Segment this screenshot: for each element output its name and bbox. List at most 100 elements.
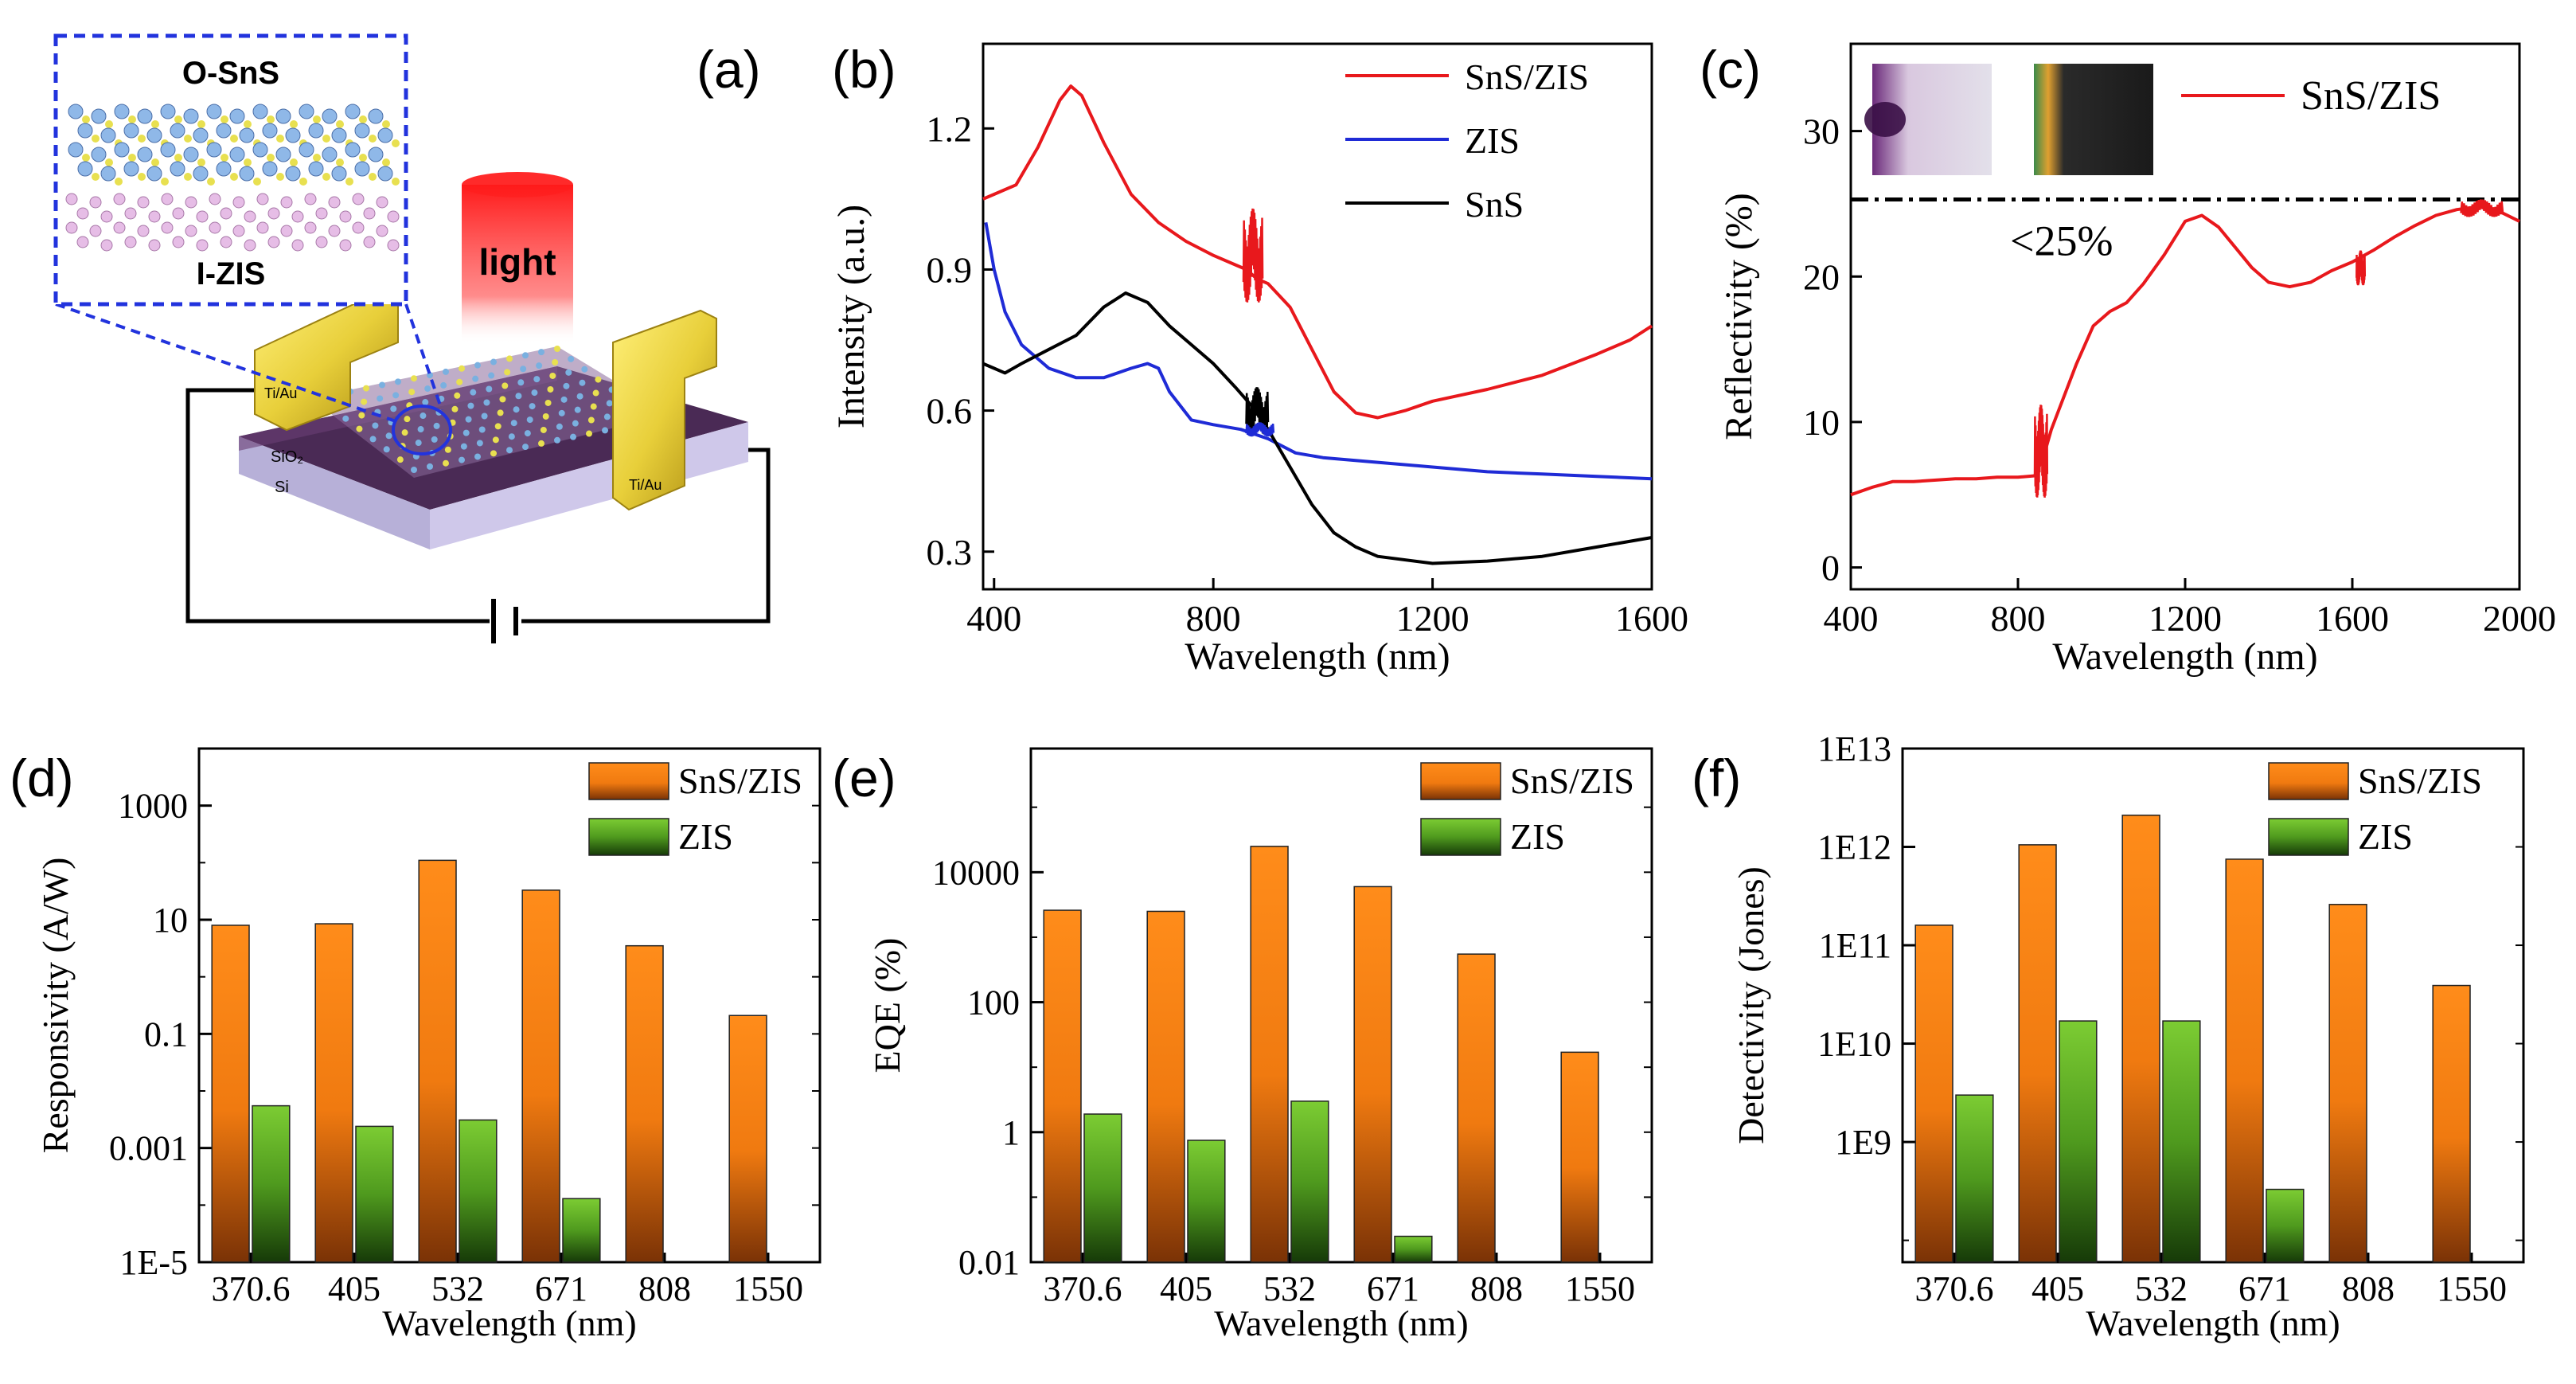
legend-label: ZIS (678, 816, 733, 857)
atom-s (197, 120, 205, 128)
flake-atom (595, 376, 602, 383)
atom-s (276, 173, 284, 181)
atom-zis (315, 207, 328, 220)
atom-s (92, 173, 100, 181)
atom-sn (170, 161, 185, 177)
flake-atom (565, 369, 572, 376)
atom-sn (252, 142, 268, 158)
atom-zis (100, 239, 113, 252)
flake-atom (574, 406, 581, 413)
legend-swatch (1420, 818, 1501, 856)
y-tick-label: 30 (1803, 111, 1840, 152)
atom-sn (114, 142, 130, 158)
atom-sn (91, 147, 107, 162)
y-tick-label: 10000 (932, 853, 1020, 892)
atom-s (369, 135, 377, 143)
flake-atom (524, 430, 531, 437)
flake-atom (463, 429, 470, 436)
bar-zis (1955, 1094, 1994, 1263)
atom-sn (322, 147, 338, 162)
flake-atom (544, 399, 552, 406)
series-line-sns-zis (982, 84, 1653, 420)
atom-zis (387, 210, 400, 223)
series-noise (2033, 405, 2049, 498)
atom-sn (170, 123, 185, 139)
atom-zis (352, 221, 365, 234)
flake-atom (474, 362, 481, 369)
flake-atom (520, 366, 527, 373)
atom-sn (285, 127, 301, 143)
flake-atom (552, 358, 559, 366)
atom-zis (291, 239, 304, 252)
bar-snszis (2225, 858, 2264, 1263)
inset-top-label: O-SnS (182, 56, 279, 91)
atom-sn (239, 166, 255, 182)
zoom-circle (392, 405, 452, 455)
flake-atom (395, 378, 401, 385)
atom-zis (124, 207, 137, 220)
bar-snszis (1250, 846, 1289, 1263)
atom-zis (209, 193, 221, 205)
legend-swatch (1420, 762, 1501, 800)
flake-atom (554, 346, 560, 352)
atom-s (253, 178, 261, 186)
y-tick-label: 10 (153, 901, 188, 940)
y-tick-label: 1E10 (1817, 1025, 1891, 1064)
atom-s (105, 120, 113, 128)
atom-s (82, 115, 90, 123)
flake-atom (440, 381, 447, 389)
chart-e: 0.01 1 100 10000 370.6 405 532 671 808 1550 Wavele… (867, 747, 1653, 1343)
atom-sn (100, 127, 116, 143)
photo-inset-left-spot (1864, 102, 1906, 137)
atom-s (184, 135, 192, 143)
flake-atom (499, 396, 506, 403)
flake-atom (497, 409, 504, 416)
flake-atom (558, 409, 565, 416)
y-tick-label: 20 (1803, 256, 1840, 297)
atom-sn (183, 108, 199, 124)
flake-atom (513, 406, 520, 413)
flake-atom (508, 433, 515, 440)
bar-snszis (2121, 814, 2160, 1263)
flake-atom (369, 436, 377, 443)
x-axis-label: Wavelength (nm) (382, 1303, 636, 1343)
y-tick-label: 1.2 (927, 108, 973, 149)
atom-sn (308, 161, 324, 177)
flake-atom (361, 398, 368, 405)
atom-zis (100, 210, 113, 223)
atom-zis (387, 239, 400, 252)
flake-atom (510, 420, 517, 427)
x-tick-label: 405 (328, 1269, 381, 1308)
flake-atom (572, 420, 579, 427)
flake-atom (542, 412, 549, 420)
threshold-annotation: <25% (2010, 217, 2113, 264)
atom-zis (244, 210, 256, 223)
flake-atom (417, 426, 424, 433)
y-tick-label: 1E11 (1819, 926, 1891, 965)
y-tick-label: 0.1 (144, 1015, 188, 1054)
atom-zis (232, 196, 245, 209)
atom-s (138, 173, 146, 181)
x-tick-label: 405 (2032, 1269, 2084, 1308)
flake-atom (581, 366, 588, 373)
flake-atom (411, 375, 417, 382)
atom-sn (193, 127, 209, 143)
x-axis-label: Wavelength (nm) (2086, 1303, 2340, 1343)
bar-snszis (2328, 904, 2367, 1263)
atom-sn (229, 147, 245, 162)
atom-s (151, 120, 159, 128)
atom-sn (299, 104, 314, 119)
atom-sn (377, 127, 393, 143)
si-layer-front (239, 436, 430, 549)
atom-sn (322, 108, 338, 124)
atom-s (128, 154, 136, 162)
atom-zis (148, 239, 161, 252)
flake-atom (392, 392, 400, 399)
flake-atom (422, 399, 429, 406)
x-tick-label: 400 (966, 598, 1021, 639)
y-tick-label: 10 (1803, 402, 1840, 443)
x-tick-label: 1550 (733, 1269, 803, 1308)
atom-s (115, 178, 123, 186)
atom-zis (339, 210, 352, 223)
atom-zis (196, 239, 209, 252)
